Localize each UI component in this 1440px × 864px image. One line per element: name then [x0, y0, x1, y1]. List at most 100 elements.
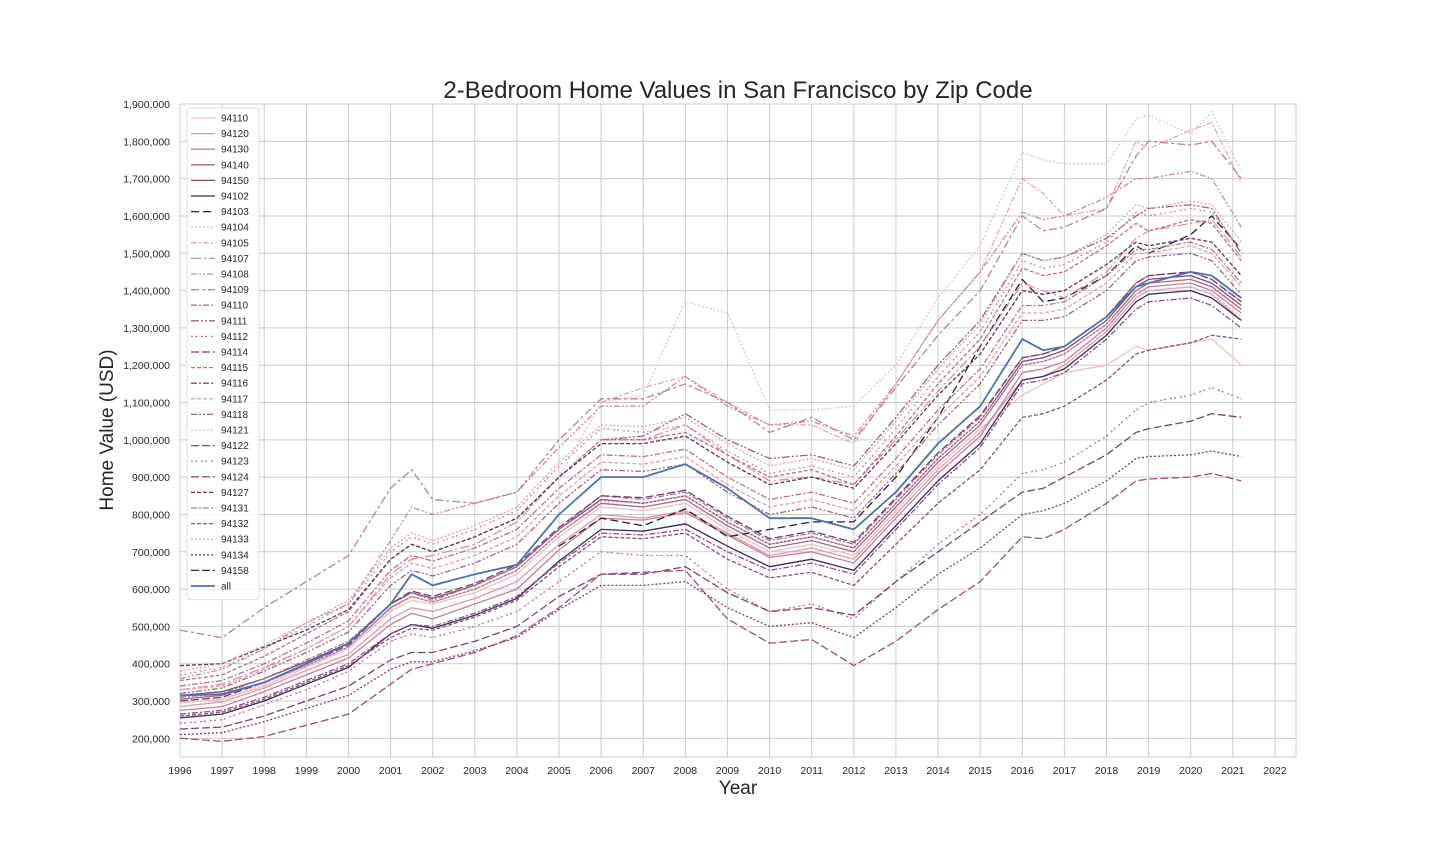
series-line-94127 [179, 237, 1242, 667]
x-tick-label: 2002 [421, 765, 445, 777]
series-line-94131 [179, 241, 1242, 687]
legend-label: 94116 [221, 379, 249, 390]
legend-label: all [221, 582, 231, 593]
series-line-94123 [179, 207, 1242, 676]
series-line-94112 [179, 386, 1242, 725]
y-tick-label: 1,900,000 [123, 99, 170, 111]
series-line-94117 [179, 245, 1242, 691]
x-tick-label: 2013 [884, 765, 908, 777]
legend-label: 94105 [221, 238, 249, 249]
series-line-94109 [179, 140, 1242, 639]
legend-label: 94150 [221, 176, 249, 187]
legend-label: 94131 [221, 504, 249, 515]
x-tick-label: 2008 [674, 765, 698, 777]
x-tick-label: 2006 [589, 765, 613, 777]
y-tick-label: 1,300,000 [123, 323, 170, 335]
series-line-94121 [179, 286, 1242, 704]
legend-label: 94130 [221, 145, 249, 156]
y-axis-ticks: 200,000 300,000 400,000 500,000 600,000 700,0… [123, 99, 170, 745]
legend-label: 94124 [221, 472, 249, 483]
series-line-94124 [179, 472, 1242, 742]
legend-label: 94117 [221, 394, 249, 405]
y-tick-label: 600,000 [132, 584, 170, 596]
y-axis-label: Home Value (USD) [97, 349, 118, 510]
legend-label: 94133 [221, 535, 249, 546]
legend-label: 94109 [221, 285, 249, 296]
x-tick-label: 2010 [758, 765, 782, 777]
series-line-94140 [179, 278, 1242, 700]
y-tick-label: 900,000 [132, 472, 170, 484]
x-tick-label: 2004 [505, 765, 529, 777]
legend-label: 94114 [221, 348, 249, 359]
legend-label: 94107 [221, 254, 249, 265]
series-line-94108 [179, 170, 1242, 680]
y-tick-label: 1,600,000 [123, 211, 170, 223]
y-tick-label: 300,000 [132, 696, 170, 708]
legend-label: 94140 [221, 160, 249, 171]
legend-label: 94112 [221, 332, 249, 343]
x-tick-label: 2016 [1011, 765, 1035, 777]
legend-label: 94108 [221, 270, 249, 281]
series-line-94104 [558, 110, 1242, 478]
plot-frame [179, 103, 1297, 758]
legend-label: 94127 [221, 488, 249, 499]
series-layer [179, 110, 1242, 742]
x-tick-label: 1996 [168, 765, 192, 777]
x-tick-label: 2014 [926, 765, 950, 777]
y-tick-label: 500,000 [132, 621, 170, 633]
series-line-94116 [179, 297, 1242, 715]
series-line-all [179, 271, 1242, 697]
x-axis-label: Year [719, 778, 758, 799]
x-tick-label: 2011 [800, 765, 823, 777]
series-line-94150 [179, 274, 1242, 697]
y-tick-label: 700,000 [132, 547, 170, 559]
legend-label: 94132 [221, 519, 249, 530]
x-tick-label: 2007 [632, 765, 656, 777]
y-tick-label: 1,800,000 [123, 136, 170, 148]
y-tick-label: 1,500,000 [123, 248, 170, 260]
legend-label: 94115 [221, 363, 249, 374]
y-tick-label: 800,000 [132, 509, 170, 521]
series-line-94132 [179, 334, 1242, 717]
x-tick-label: 2012 [842, 765, 866, 777]
y-tick-label: 200,000 [132, 733, 170, 745]
legend-label: 94102 [221, 192, 249, 203]
series-line-94103 [558, 215, 1242, 547]
series-line-94107 [179, 219, 1242, 691]
series-line-94111 [601, 204, 1242, 467]
y-tick-label: 1,100,000 [123, 398, 170, 410]
series-line-94134 [179, 450, 1242, 736]
x-tick-label: 2020 [1179, 765, 1203, 777]
series-line-94133 [179, 200, 1242, 672]
legend-label: 94104 [221, 223, 249, 234]
legend: 94110 94120 94130 94140 94150 94102 94103 94104… [186, 107, 260, 601]
legend-label: 94134 [221, 550, 249, 561]
x-tick-label: 2000 [337, 765, 361, 777]
legend-label: 94111 [221, 316, 248, 327]
series-line-94102 [179, 289, 1242, 719]
series-line-94110 [179, 271, 1242, 698]
x-axis-ticks: 1996 1997 1998 1999 2000 2001 2002 2003 2004 2005… [168, 765, 1286, 777]
series-line-94110 [179, 338, 1242, 704]
y-tick-label: 1,200,000 [123, 360, 170, 372]
x-tick-label: 2019 [1137, 765, 1161, 777]
legend-label: 94158 [221, 566, 249, 577]
y-tick-label: 1,700,000 [123, 174, 170, 186]
y-tick-label: 1,400,000 [123, 286, 170, 298]
series-line-94122 [179, 413, 1242, 730]
x-tick-label: 2015 [968, 765, 992, 777]
legend-label: 94122 [221, 441, 249, 452]
legend-label: 94121 [221, 426, 249, 437]
y-tick-label: 1,000,000 [123, 435, 170, 447]
x-tick-label: 1999 [295, 765, 319, 777]
legend-label: 94120 [221, 129, 249, 140]
series-line-94120 [179, 286, 1242, 708]
y-tick-label: 400,000 [132, 659, 170, 671]
x-tick-label: 2001 [379, 765, 403, 777]
chart-title: 2-Bedroom Home Values in San Francisco b… [443, 77, 1032, 104]
legend-label: 94110 [221, 114, 249, 125]
series-line-94115 [179, 219, 1242, 682]
x-tick-label: 1997 [210, 765, 234, 777]
x-tick-label: 2005 [547, 765, 571, 777]
